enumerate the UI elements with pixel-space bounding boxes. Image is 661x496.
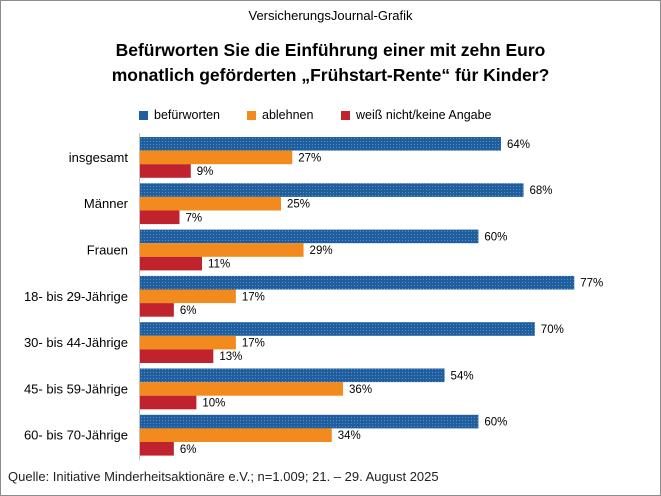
category-label: 45- bis 59-Jährige bbox=[24, 381, 128, 396]
data-label-befuerworten: 77% bbox=[580, 278, 603, 290]
bar-weiss-nicht bbox=[140, 395, 197, 410]
bar-ablehnen bbox=[140, 289, 236, 304]
bar-texture-befuerworten bbox=[140, 183, 524, 197]
chart-title-line-1: Befürworten Sie die Einführung einer mit… bbox=[115, 40, 546, 60]
source-footnote: Quelle: Initiative Minderheitsaktionäre … bbox=[8, 469, 439, 484]
bar-ablehnen bbox=[140, 382, 344, 396]
data-label-ablehnen: 29% bbox=[310, 245, 333, 257]
chart-title: Befürworten Sie die Einführung einer mit… bbox=[20, 38, 641, 88]
data-label-ablehnen: 34% bbox=[338, 430, 361, 442]
legend-item-befuerworten: befürworten bbox=[139, 108, 220, 122]
bar-ablehnen bbox=[140, 150, 293, 165]
data-label-weiss-nicht: 6% bbox=[180, 444, 197, 456]
data-label-ablehnen: 27% bbox=[298, 152, 321, 164]
category-label: insgesamt bbox=[69, 150, 129, 165]
data-label-ablehnen: 17% bbox=[242, 291, 265, 303]
legend-label-ablehnen: ablehnen bbox=[262, 108, 314, 122]
bar-weiss-nicht bbox=[140, 349, 214, 363]
category-label: Frauen bbox=[87, 243, 128, 258]
data-label-befuerworten: 70% bbox=[541, 324, 564, 336]
bar-weiss-nicht bbox=[140, 303, 174, 317]
chart-legend: befürworten ablehnen weiß nicht/keine An… bbox=[0, 108, 661, 124]
bar-texture-befuerworten bbox=[140, 275, 575, 290]
category-label: 30- bis 44-Jährige bbox=[24, 335, 128, 350]
data-label-ablehnen: 17% bbox=[242, 338, 265, 350]
bar-texture-befuerworten bbox=[140, 414, 479, 429]
data-label-ablehnen: 36% bbox=[349, 384, 372, 396]
legend-swatch-ablehnen bbox=[247, 110, 256, 120]
data-label-weiss-nicht: 11% bbox=[208, 259, 230, 271]
bar-ablehnen bbox=[140, 243, 304, 257]
bar-texture-befuerworten bbox=[140, 229, 479, 244]
bar-ablehnen bbox=[140, 335, 236, 350]
bar-ablehnen bbox=[140, 196, 281, 211]
bar-texture-befuerworten bbox=[140, 137, 501, 151]
legend-item-ablehnen: ablehnen bbox=[247, 108, 313, 122]
bar-weiss-nicht bbox=[140, 210, 180, 225]
legend-label-befuerworten: befürworten bbox=[154, 108, 221, 122]
data-label-weiss-nicht: 10% bbox=[202, 398, 225, 410]
data-label-weiss-nicht: 13% bbox=[219, 351, 242, 363]
bar-ablehnen bbox=[140, 428, 332, 442]
bar-texture-befuerworten bbox=[140, 368, 445, 383]
chart-title-line-2: monatlich geförderten „Frühstart-Rente“ … bbox=[111, 65, 550, 85]
data-label-befuerworten: 54% bbox=[451, 370, 474, 382]
category-label: 18- bis 29-Jährige bbox=[24, 289, 128, 304]
bar-weiss-nicht bbox=[140, 164, 191, 178]
legend-swatch-befuerworten bbox=[139, 110, 148, 120]
source-label: VersicherungsJournal-Grafik bbox=[248, 8, 413, 23]
data-label-befuerworten: 60% bbox=[484, 417, 507, 429]
data-label-weiss-nicht: 9% bbox=[197, 166, 214, 178]
category-label: 60- bis 70-Jährige bbox=[24, 428, 128, 443]
data-label-befuerworten: 60% bbox=[484, 231, 507, 243]
legend-item-weiss-nicht: weiß nicht/keine Angabe bbox=[341, 108, 492, 122]
bar-weiss-nicht bbox=[140, 256, 203, 271]
category-label: Männer bbox=[84, 196, 129, 211]
data-label-befuerworten: 68% bbox=[530, 185, 553, 197]
data-label-befuerworten: 64% bbox=[507, 139, 530, 151]
legend-label-weiss-nicht: weiß nicht/keine Angabe bbox=[356, 108, 492, 122]
legend-swatch-weiss-nicht bbox=[341, 110, 350, 120]
data-label-weiss-nicht: 7% bbox=[185, 212, 202, 224]
data-label-weiss-nicht: 6% bbox=[180, 305, 197, 317]
bar-weiss-nicht bbox=[140, 442, 174, 456]
data-label-ablehnen: 25% bbox=[287, 199, 310, 211]
bar-texture-befuerworten bbox=[140, 322, 535, 336]
